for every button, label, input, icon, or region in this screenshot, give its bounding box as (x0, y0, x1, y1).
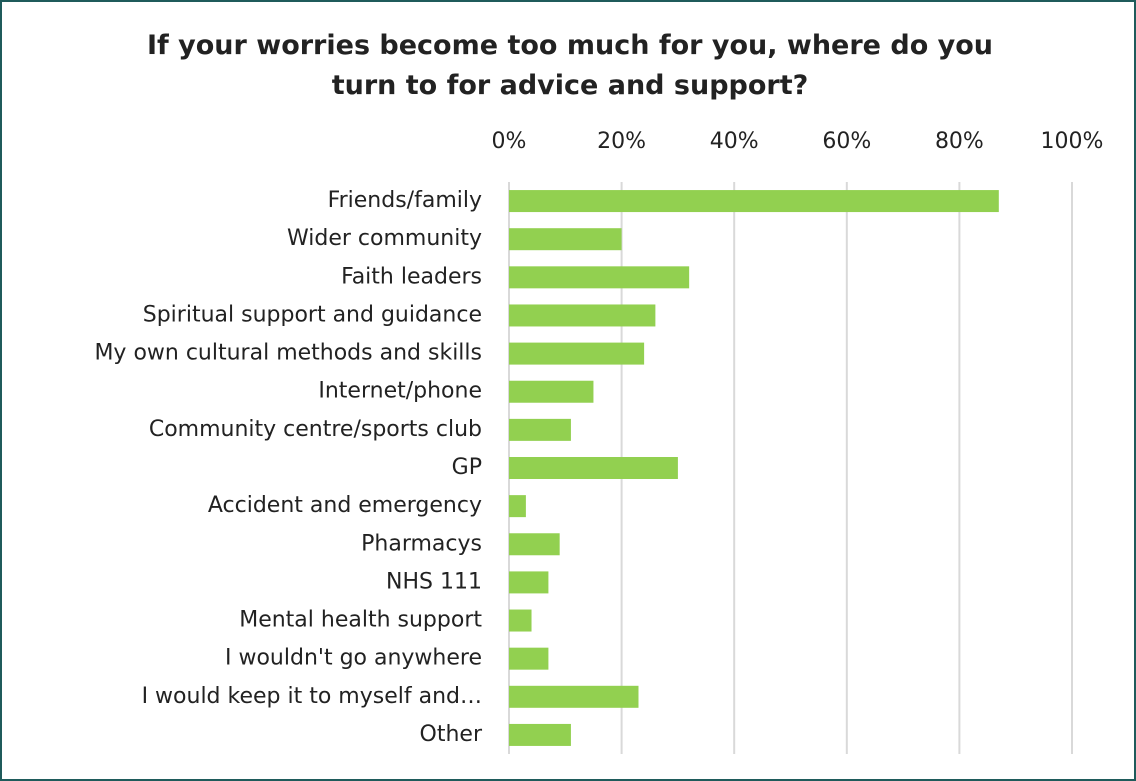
bar (509, 304, 656, 327)
x-tick-label: 40% (710, 129, 759, 154)
y-tick-label: Accident and emergency (208, 493, 482, 518)
bar (509, 609, 532, 632)
bar (509, 723, 571, 746)
bar (509, 342, 645, 365)
y-tick-label: Other (420, 722, 483, 747)
bar (509, 533, 560, 556)
y-tick-label: GP (452, 455, 482, 480)
chart-title: If your worries become too much for you,… (146, 30, 994, 101)
bar (509, 685, 639, 708)
bar (509, 418, 571, 441)
x-tick-label: 0% (492, 129, 527, 154)
y-tick-label: My own cultural methods and skills (94, 341, 482, 366)
y-tick-label: I would keep it to myself and… (142, 684, 482, 709)
y-tick-label: Pharmacys (361, 531, 482, 556)
y-tick-label: I wouldn't go anywhere (225, 646, 482, 671)
y-tick-label: Wider community (287, 226, 482, 251)
x-tick-label: 60% (822, 129, 871, 154)
bar (509, 495, 526, 518)
x-tick-label: 100% (1041, 129, 1104, 154)
bar (509, 266, 690, 289)
y-tick-label: Mental health support (239, 608, 482, 633)
bar (509, 457, 678, 479)
x-tick-label: 20% (597, 129, 646, 154)
y-tick-label: Faith leaders (341, 264, 482, 289)
y-tick-label: Spiritual support and guidance (143, 302, 482, 327)
y-tick-label: Community centre/sports club (149, 417, 482, 442)
bar (509, 228, 622, 251)
y-tick-label: Internet/phone (318, 379, 482, 404)
bar (509, 190, 999, 213)
bar (509, 380, 594, 403)
bar (509, 571, 549, 594)
x-tick-label: 80% (935, 129, 984, 154)
bar (509, 647, 549, 670)
y-tick-label: NHS 111 (386, 569, 482, 594)
y-tick-label: Friends/family (328, 188, 482, 213)
